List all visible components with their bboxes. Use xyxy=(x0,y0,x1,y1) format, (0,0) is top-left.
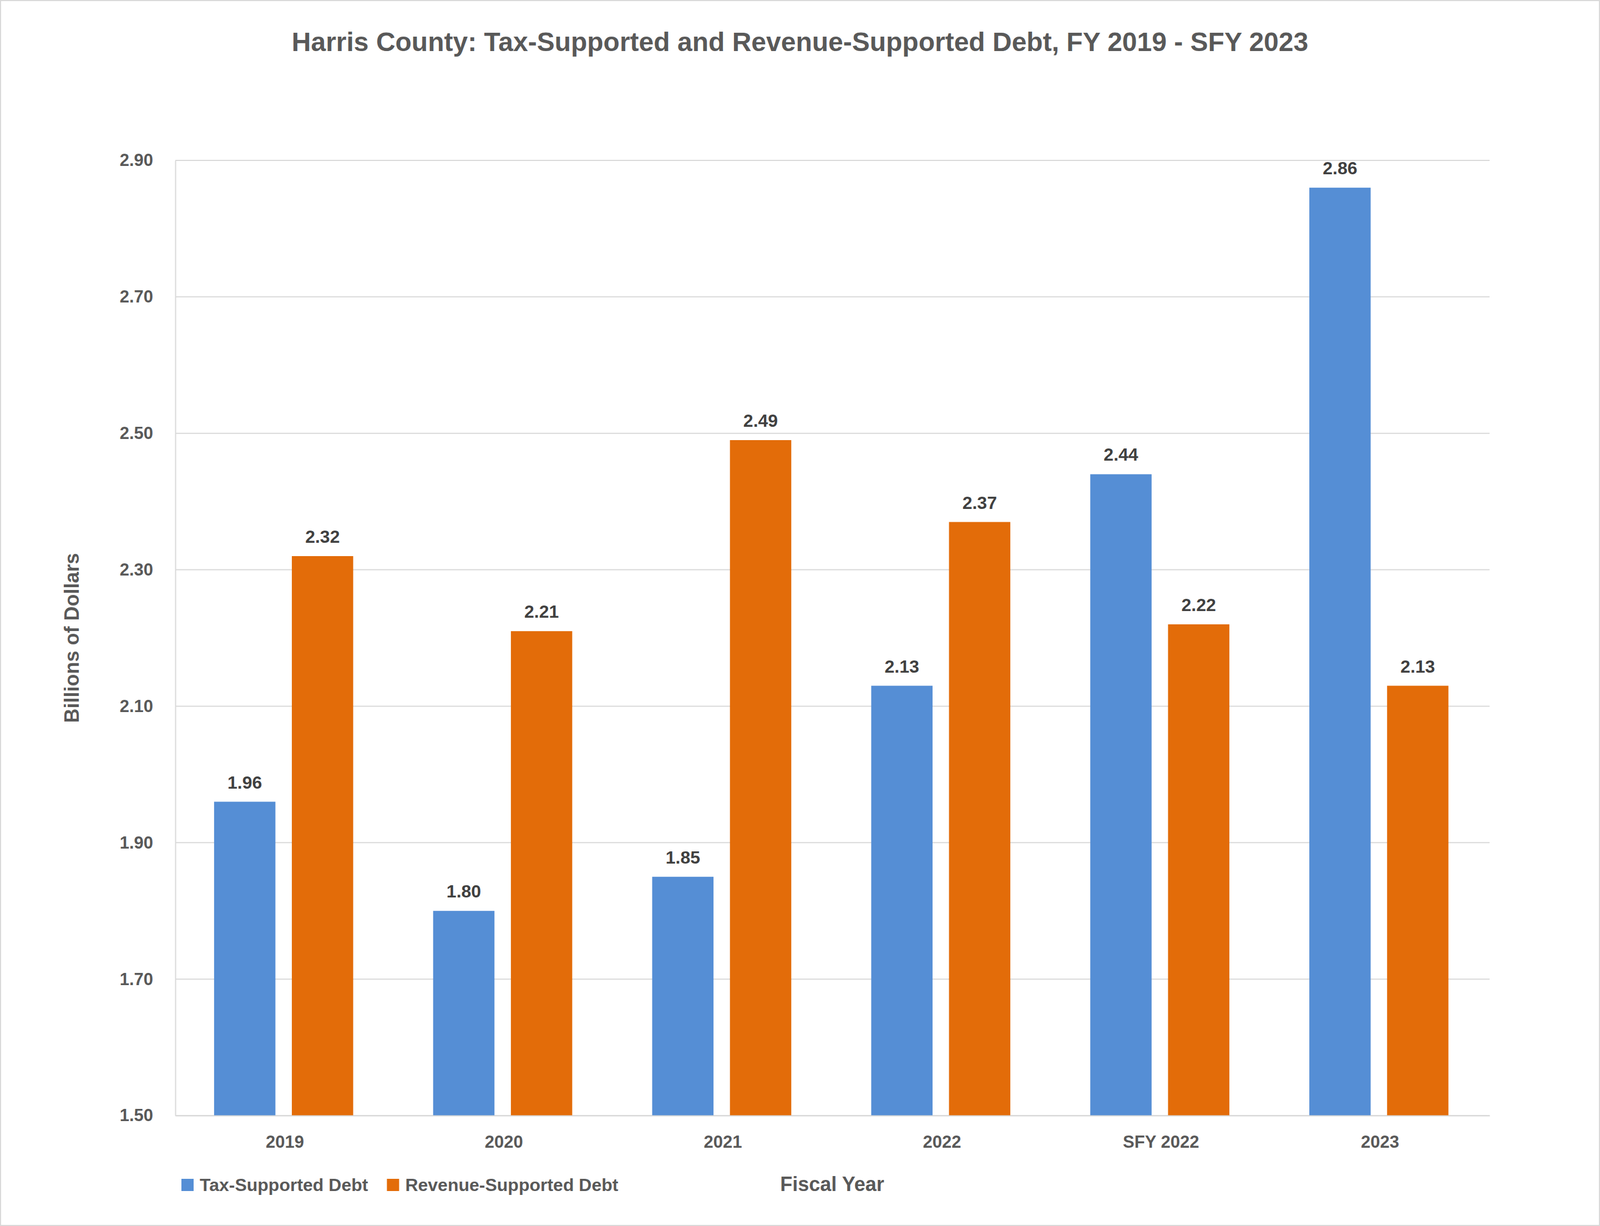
grid-line xyxy=(175,432,1490,434)
bar xyxy=(949,522,1011,1116)
grid-line xyxy=(175,1114,1490,1116)
x-tick-label: 2022 xyxy=(922,1131,961,1152)
data-label: 2.21 xyxy=(524,601,559,622)
grid-line xyxy=(175,569,1490,571)
x-tick: 2020 xyxy=(484,1131,524,1152)
data-label: 1.80 xyxy=(446,880,481,901)
y-tick-label: 1.50 xyxy=(119,1105,154,1125)
y-tick: 1.70 xyxy=(119,969,176,989)
y-tick-label: 1.70 xyxy=(119,969,154,989)
legend-swatch xyxy=(181,1178,194,1191)
x-tick: 2022 xyxy=(922,1131,961,1152)
x-tick-label: SFY 2022 xyxy=(1122,1131,1199,1152)
bar xyxy=(1309,187,1371,1116)
x-tick-label: 2020 xyxy=(484,1131,524,1152)
x-tick: 2023 xyxy=(1360,1131,1400,1152)
bar xyxy=(433,910,495,1116)
y-tick-label: 2.70 xyxy=(119,286,154,307)
y-tick: 2.10 xyxy=(119,696,176,716)
grid-line xyxy=(175,978,1490,980)
x-tick-label: 2021 xyxy=(704,1131,743,1152)
data-label: 2.86 xyxy=(1322,158,1358,179)
y-tick: 2.70 xyxy=(119,286,176,307)
x-axis-title: Fiscal Year xyxy=(780,1172,885,1196)
y-axis-title: Billions of Dollars xyxy=(60,552,84,723)
data-label: 1.85 xyxy=(665,847,701,868)
data-label: 2.13 xyxy=(1400,656,1435,677)
bar xyxy=(510,630,573,1116)
chart: 1.96 1.80 1.85 2.13 2.44 2.86 2.32 2.21 2.49 2.37… xyxy=(0,0,1600,1226)
x-axis-line xyxy=(175,1115,1491,1117)
legend-item: Tax-Supported Debt xyxy=(181,1174,369,1195)
y-axis-line xyxy=(175,160,177,1116)
grid-line xyxy=(175,159,1490,161)
bar xyxy=(871,685,933,1116)
bar xyxy=(291,555,354,1116)
legend-label: Tax-Supported Debt xyxy=(199,1174,369,1195)
x-tick: SFY 2022 xyxy=(1122,1131,1199,1152)
bar xyxy=(1167,624,1230,1116)
y-tick: 1.90 xyxy=(119,832,176,853)
data-label: 2.13 xyxy=(884,656,920,677)
bar xyxy=(730,439,792,1116)
legend-label: Revenue-Supported Debt xyxy=(404,1174,619,1195)
y-tick-label: 2.90 xyxy=(119,150,154,170)
bar xyxy=(1386,685,1449,1116)
x-tick-label: 2023 xyxy=(1360,1131,1400,1152)
y-tick: 2.50 xyxy=(119,423,176,443)
title: Harris County: Tax-Supported and Revenue… xyxy=(291,27,1309,57)
background xyxy=(0,0,1600,1225)
x-axis: 2019 2020 2021 2022 SFY 2022 2023 xyxy=(175,1115,1491,1152)
grid-line xyxy=(175,841,1490,843)
y-tick-label: 2.30 xyxy=(119,559,154,580)
y-tick-label: 2.50 xyxy=(119,423,154,443)
data-label: 1.96 xyxy=(227,772,262,793)
data-label: 2.49 xyxy=(743,410,778,431)
grid-line xyxy=(175,296,1490,298)
data-label: 2.32 xyxy=(305,526,340,547)
bar xyxy=(214,801,276,1116)
grid xyxy=(175,160,1490,1116)
data-label: 2.22 xyxy=(1181,594,1217,615)
bar xyxy=(1090,473,1152,1116)
y-tick-label: 2.10 xyxy=(119,696,154,716)
legend-item: Revenue-Supported Debt xyxy=(386,1174,619,1195)
y-axis: 1.50 1.70 1.90 2.10 2.30 2.50 2.70 2.90 xyxy=(119,150,176,1125)
grid-line xyxy=(175,705,1490,707)
y-tick-label: 1.90 xyxy=(119,832,154,853)
legend-swatch xyxy=(386,1178,399,1191)
bar xyxy=(652,876,715,1116)
bars xyxy=(214,187,1449,1116)
data-label: 2.37 xyxy=(962,492,997,513)
y-tick: 2.90 xyxy=(119,150,176,170)
x-tick-label: 2019 xyxy=(265,1131,305,1152)
data-labels: 1.96 1.80 1.85 2.13 2.44 2.86 2.32 2.21 2.49 2.37… xyxy=(227,158,1436,901)
y-tick: 1.50 xyxy=(119,1105,176,1125)
x-tick: 2019 xyxy=(265,1131,305,1152)
x-tick: 2021 xyxy=(704,1131,743,1152)
data-label: 2.44 xyxy=(1103,444,1138,465)
legend: Tax-Supported Debt Revenue-Supported Debt xyxy=(181,1174,619,1195)
y-tick: 2.30 xyxy=(119,559,176,580)
